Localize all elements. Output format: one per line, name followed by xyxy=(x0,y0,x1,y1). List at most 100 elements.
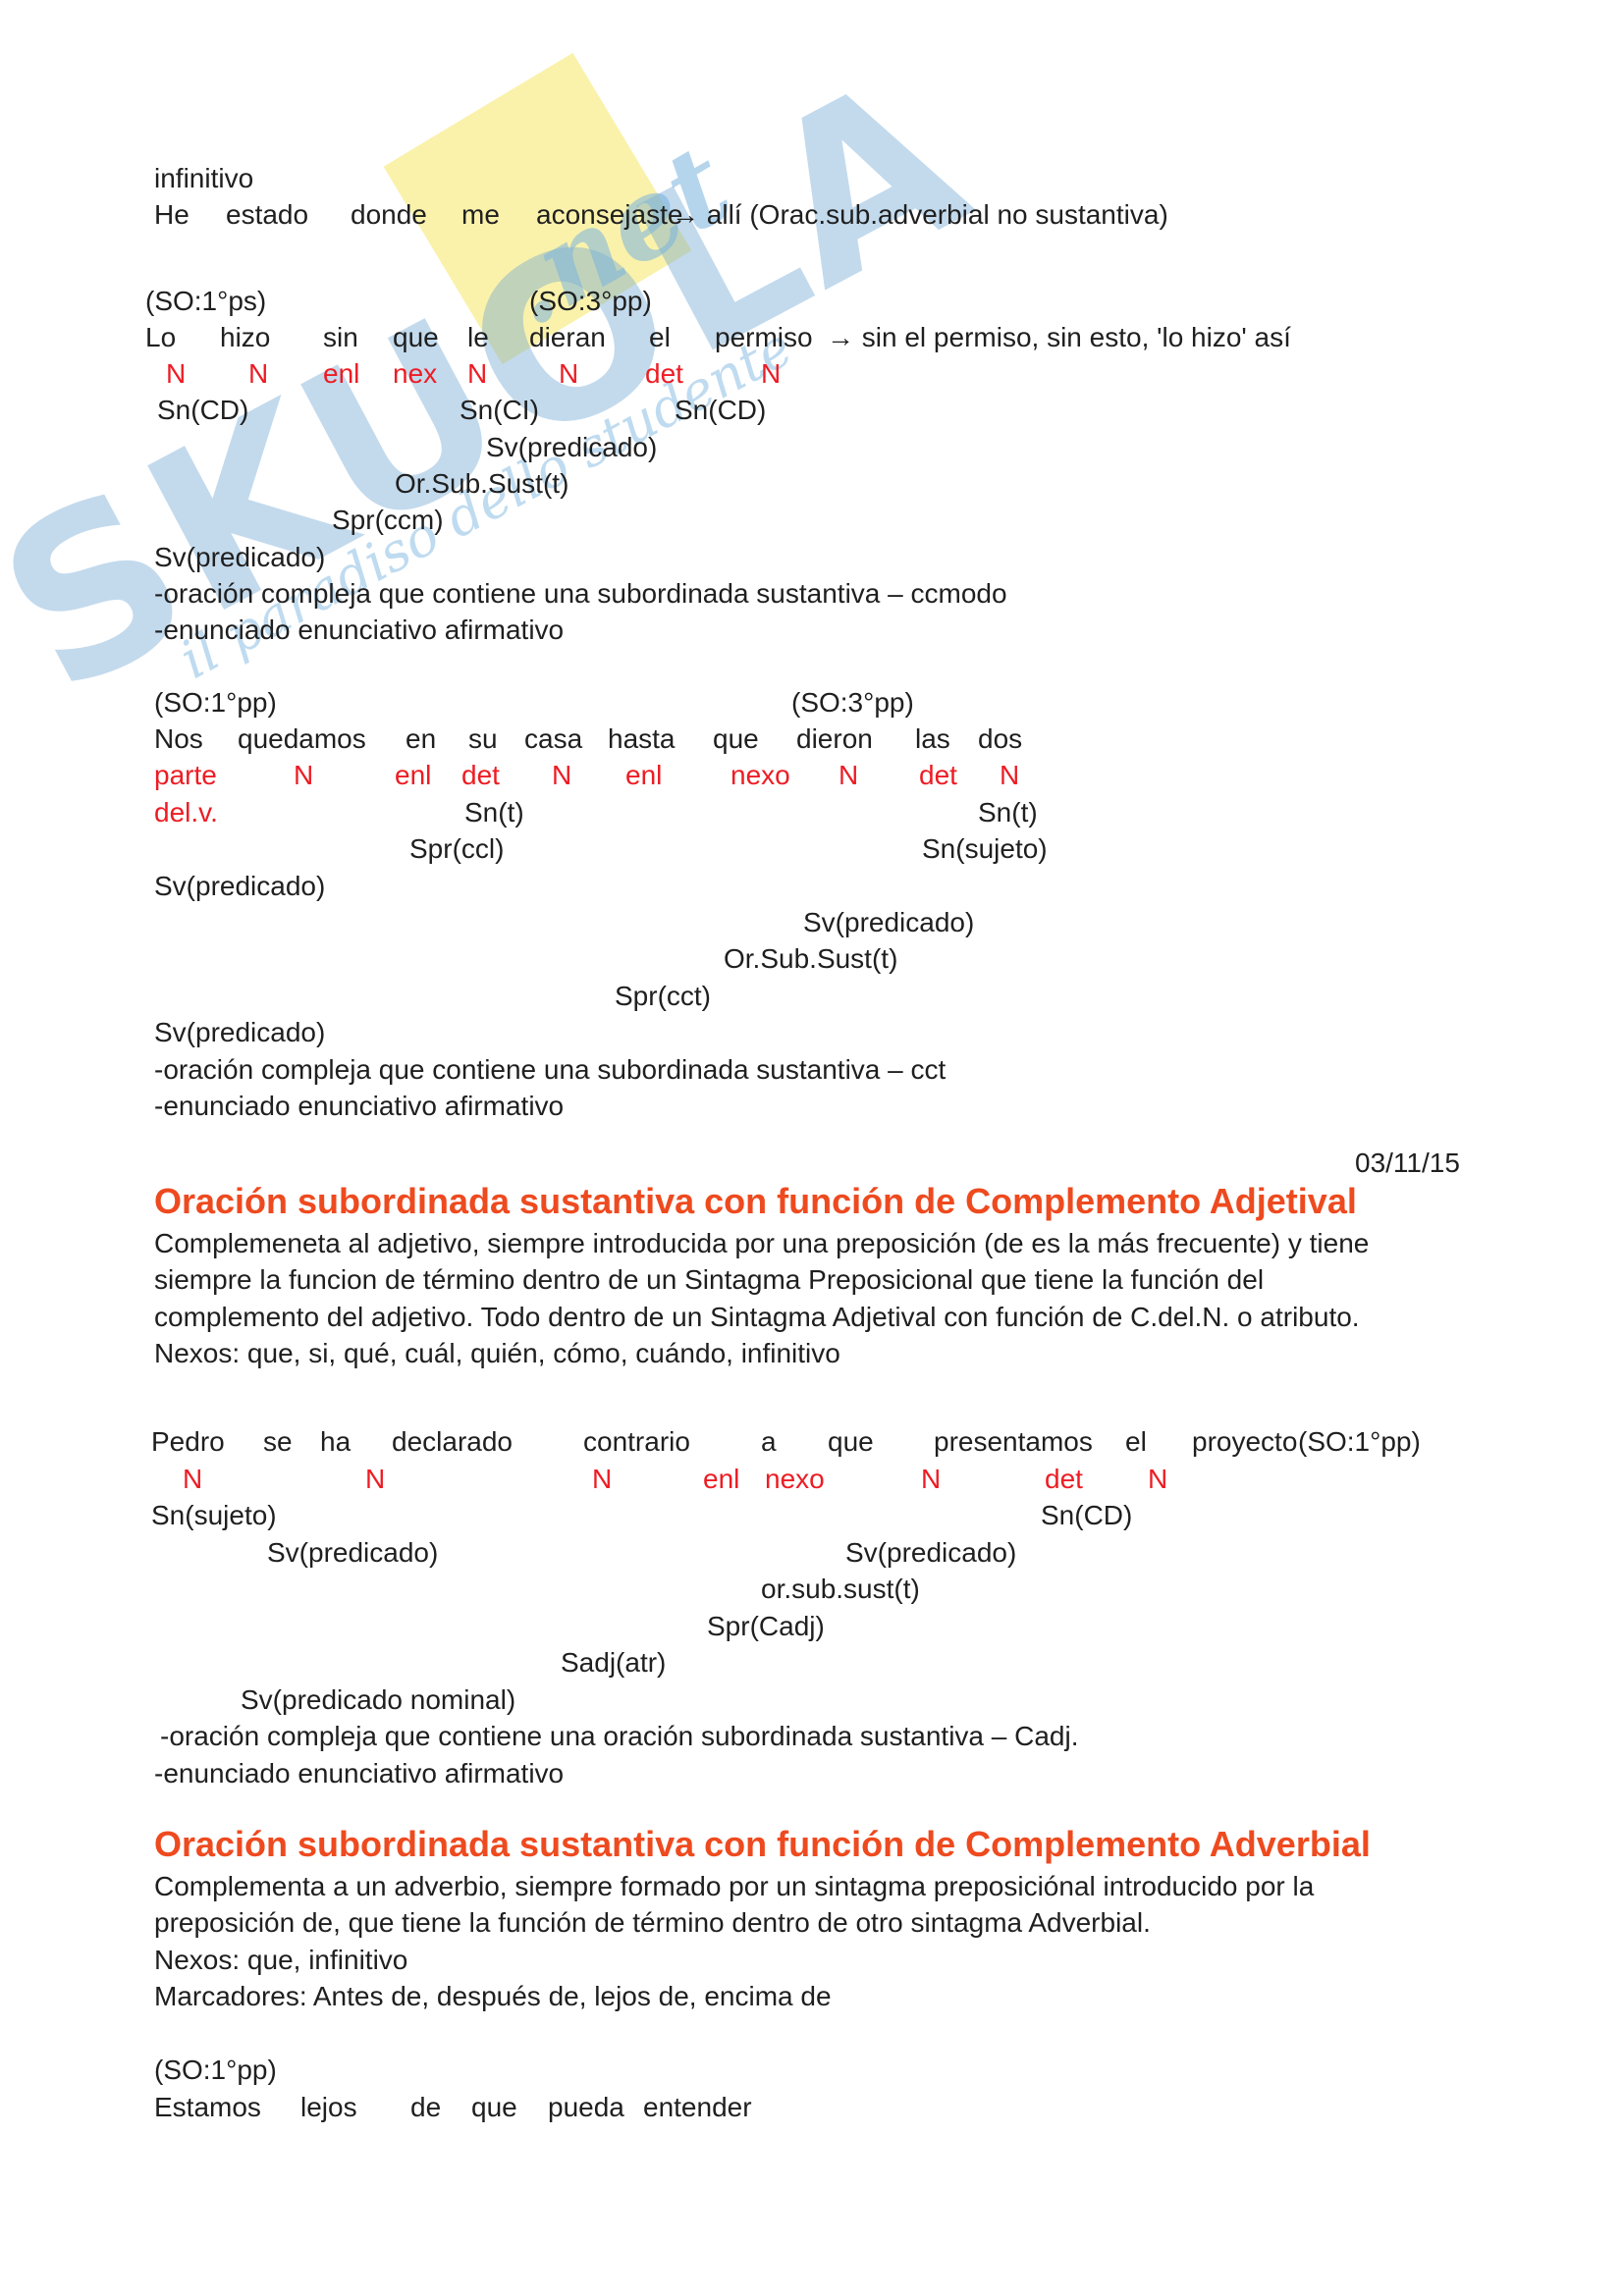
doc-line: Or.Sub.Sust(t) xyxy=(0,940,1623,980)
doc-text: su xyxy=(468,723,498,754)
doc-line: Sv(predicado) xyxy=(0,1014,1623,1053)
doc-text: N xyxy=(592,1464,613,1494)
doc-text: N xyxy=(839,760,859,790)
doc-text: que xyxy=(393,322,439,352)
doc-text: Sv(predicado nominal) xyxy=(241,1684,516,1715)
doc-line: Or.Sub.Sust(t) xyxy=(0,465,1623,505)
doc-line: infinitivo xyxy=(0,160,1623,199)
doc-text: → allí (Orac.sub.adverbial no sustantiva… xyxy=(672,199,1168,230)
doc-text: N xyxy=(1148,1464,1168,1494)
doc-text: que xyxy=(713,723,759,754)
doc-heading-line: Oración subordinada sustantiva con funci… xyxy=(0,1824,1623,1864)
doc-line: preposición de, que tiene la función de … xyxy=(0,1904,1623,1944)
doc-text: Spr(cct) xyxy=(615,981,711,1011)
doc-text: N xyxy=(248,358,269,389)
doc-text: el xyxy=(649,322,671,352)
doc-text: N xyxy=(921,1464,942,1494)
doc-line: Spr(cct) xyxy=(0,978,1623,1017)
doc-text: dieron xyxy=(796,723,873,754)
doc-text: siempre la funcion de término dentro de … xyxy=(154,1264,1265,1295)
doc-line: Sv(predicado) xyxy=(0,904,1623,943)
doc-text: det xyxy=(645,358,683,389)
doc-text: Oración subordinada sustantiva con funci… xyxy=(154,1824,1371,1864)
doc-line: Spr(ccl) Sn(sujeto) xyxy=(0,830,1623,870)
doc-text: dos xyxy=(978,723,1023,754)
doc-text: permiso xyxy=(715,322,813,352)
doc-text: -enunciado enunciativo afirmativo xyxy=(154,1091,565,1121)
doc-text: me xyxy=(461,199,500,230)
doc-text: pueda xyxy=(548,2092,624,2122)
doc-line: He estado donde me aconsejaste → allí (Orac.s… xyxy=(0,196,1623,236)
doc-text: dieran xyxy=(529,322,606,352)
doc-text: Sn(sujeto) xyxy=(922,833,1048,864)
doc-line: -oración compleja que contiene una subor… xyxy=(0,1051,1623,1091)
doc-line: Spr(Cadj) xyxy=(0,1608,1623,1647)
doc-line: (SO:1°pp) (SO:3°pp) xyxy=(0,684,1623,723)
doc-text: Sv(predicado) xyxy=(154,1017,326,1047)
doc-text: Sn(CI) xyxy=(460,395,539,425)
doc-text: or.sub.sust(t) xyxy=(761,1574,920,1604)
doc-text: det xyxy=(919,760,957,790)
doc-text: le xyxy=(467,322,489,352)
doc-text: → sin el permiso, sin esto, 'lo hizo' as… xyxy=(827,322,1291,352)
doc-text: Sv(predicado) xyxy=(154,542,326,572)
doc-text: Lo xyxy=(145,322,177,352)
doc-text: det xyxy=(461,760,500,790)
doc-text: complemento del adjetivo. Todo dentro de… xyxy=(154,1302,1360,1332)
doc-text: Sn(sujeto) xyxy=(151,1500,277,1530)
doc-line: Complementa a un adverbio, siempre forma… xyxy=(0,1868,1623,1907)
doc-text: (SO:3°pp) xyxy=(529,286,652,316)
doc-text: a xyxy=(761,1426,777,1457)
doc-text: Sn(CD) xyxy=(157,395,249,425)
doc-text: nexo xyxy=(765,1464,825,1494)
doc-text: hizo xyxy=(220,322,271,352)
doc-text: det xyxy=(1045,1464,1083,1494)
doc-text: -oración compleja que contiene una oraci… xyxy=(160,1721,1079,1751)
doc-text: He xyxy=(154,199,189,230)
doc-text: Sv(predicado) xyxy=(154,871,326,901)
doc-text: Spr(ccl) xyxy=(409,833,505,864)
doc-text: Spr(Cadj) xyxy=(707,1611,825,1641)
doc-text: parte xyxy=(154,760,217,790)
doc-line: Sadj(atr) xyxy=(0,1644,1623,1683)
doc-text: enl xyxy=(625,760,663,790)
doc-line: complemento del adjetivo. Todo dentro de… xyxy=(0,1299,1623,1338)
doc-text: N xyxy=(166,358,187,389)
doc-text: (SO:3°pp) xyxy=(791,687,914,718)
doc-line: (SO:1°ps) (SO:3°pp) xyxy=(0,283,1623,322)
doc-text: que xyxy=(828,1426,874,1457)
doc-text: N xyxy=(559,358,579,389)
doc-text: Sn(t) xyxy=(978,797,1038,828)
doc-text: -oración compleja que contiene una subor… xyxy=(154,1054,947,1085)
doc-text: Spr(ccm) xyxy=(332,505,444,535)
doc-text: sin xyxy=(323,322,358,352)
doc-text: quedamos xyxy=(238,723,366,754)
doc-text: Sv(predicado) xyxy=(267,1537,439,1568)
doc-text: Sn(CD) xyxy=(1041,1500,1133,1530)
doc-line: Sv(predicado) xyxy=(0,429,1623,468)
doc-text: Sadj(atr) xyxy=(561,1647,667,1678)
doc-line: Spr(ccm) xyxy=(0,502,1623,541)
doc-line: Pedro se ha declarado contrario a que presentam… xyxy=(0,1423,1623,1463)
doc-text: Or.Sub.Sust(t) xyxy=(724,943,898,974)
doc-line: Lo hizo sin que le dieran el permiso → sin el pe… xyxy=(0,319,1623,358)
doc-text: el xyxy=(1125,1426,1147,1457)
doc-text: Sv(predicado) xyxy=(803,907,975,937)
doc-text: Complemeneta al adjetivo, siempre introd… xyxy=(154,1228,1370,1258)
doc-text: infinitivo xyxy=(154,163,254,193)
doc-line: Estamos lejos de que pueda entender xyxy=(0,2089,1623,2128)
doc-text: aconsejaste xyxy=(536,199,683,230)
doc-text: enl xyxy=(703,1464,740,1494)
doc-text: nex xyxy=(393,358,438,389)
doc-text: se xyxy=(263,1426,293,1457)
doc-text: Sv(predicado) xyxy=(845,1537,1017,1568)
doc-text: del.v. xyxy=(154,797,218,828)
doc-text: entender xyxy=(643,2092,752,2122)
doc-text: contrario xyxy=(583,1426,690,1457)
doc-text: declarado xyxy=(392,1426,513,1457)
doc-text: presentamos xyxy=(934,1426,1093,1457)
doc-text: Complementa a un adverbio, siempre forma… xyxy=(154,1871,1315,1901)
